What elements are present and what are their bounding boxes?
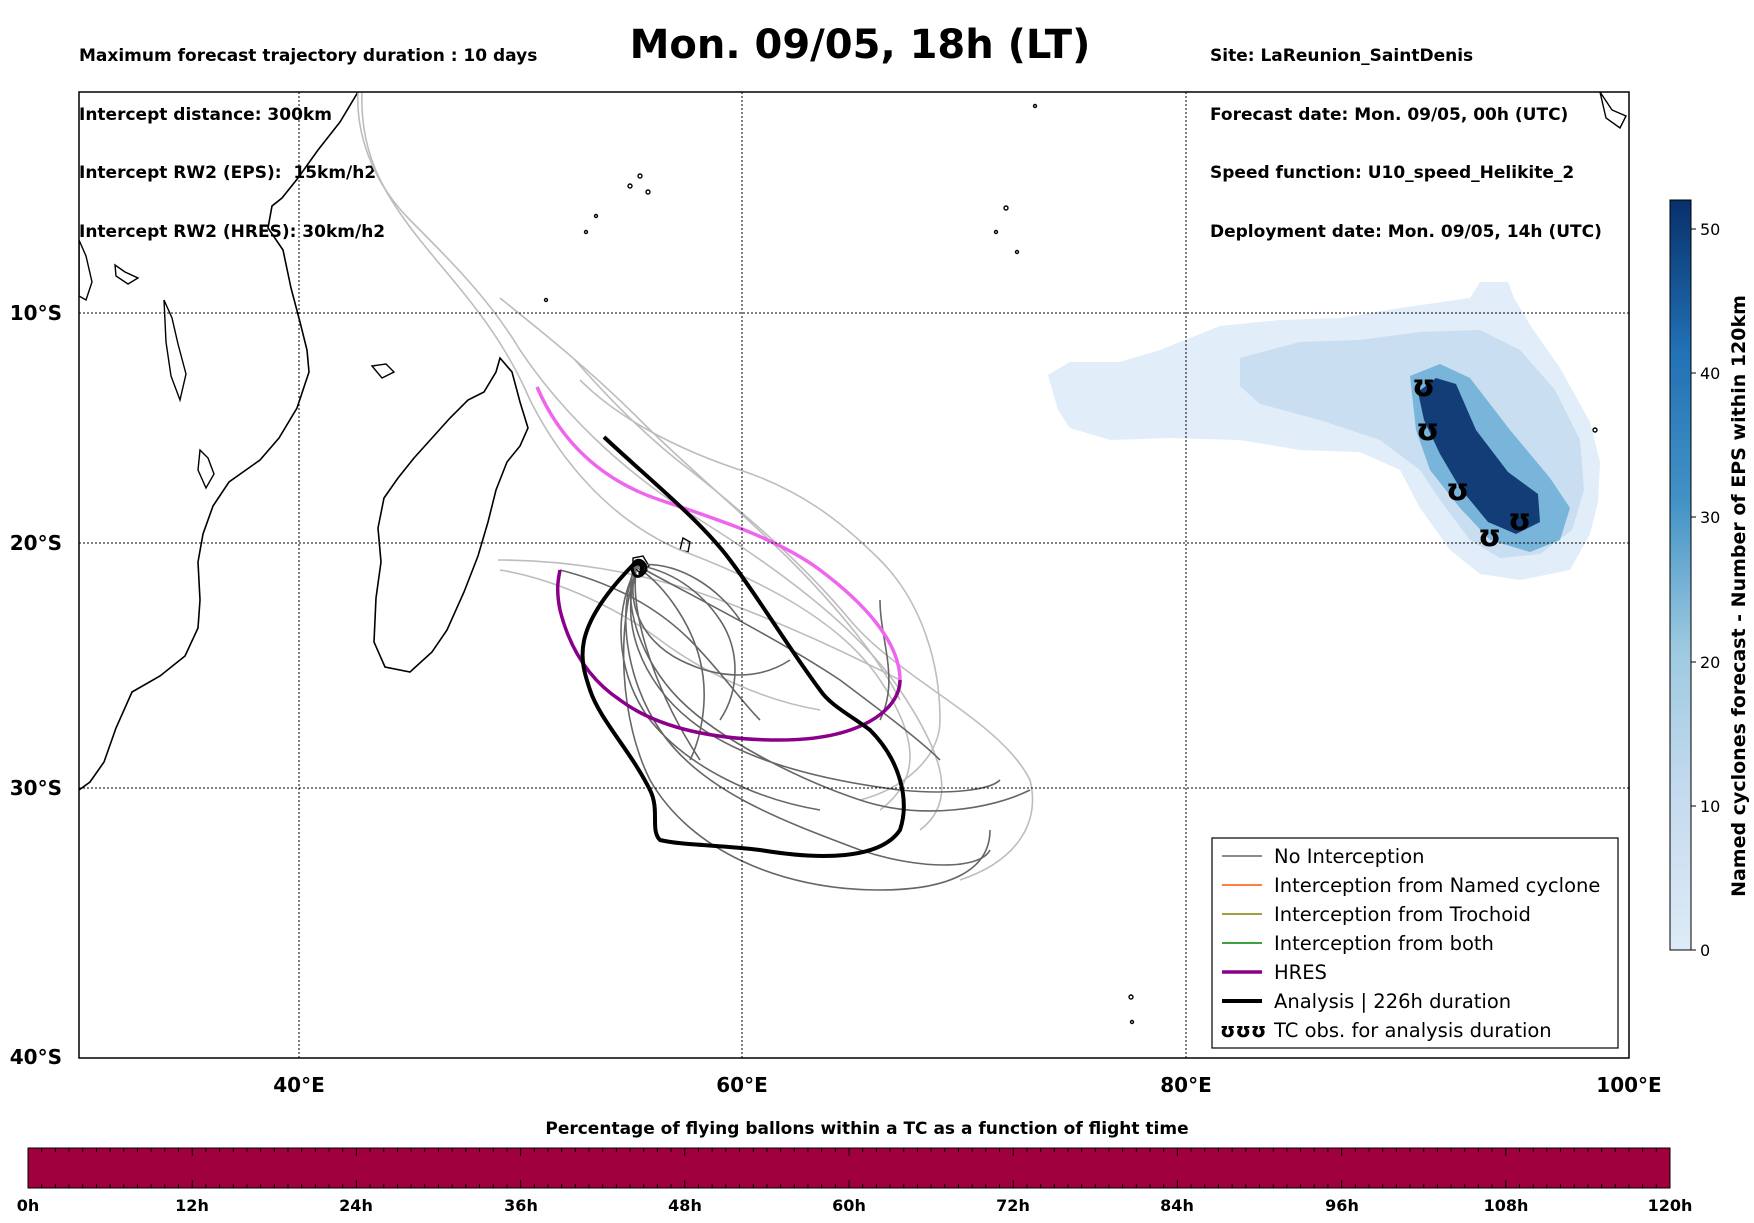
flight-time-tick-label: 108h: [1484, 1196, 1529, 1215]
tc-symbol: ʊ: [1446, 473, 1469, 508]
small-islands: [79, 92, 1627, 1025]
lat-tick-label: 40°S: [10, 1045, 62, 1069]
legend-label: TC obs. for analysis duration: [1273, 1019, 1552, 1042]
colorbar-bar: [1669, 199, 1692, 951]
tc-observation-symbols: ʊ ʊ ʊ ʊ ʊ: [1412, 369, 1531, 554]
colorbar-tick-label: 40: [1700, 364, 1720, 383]
colorbar: 0 10 20 30 40 50 Named cyclones forecast…: [1669, 199, 1750, 960]
density-core: [1418, 378, 1540, 534]
tc-symbol: ʊ: [1508, 503, 1531, 538]
legend-label: Interception from both: [1274, 932, 1494, 955]
hres-trajectory-late: [555, 569, 902, 742]
lat-tick-label: 20°S: [10, 531, 62, 555]
map-frame: [78, 91, 1630, 1059]
map-gridlines: [79, 92, 1629, 1058]
header-right-line: Deployment date: Mon. 09/05, 14h (UTC): [1210, 221, 1602, 242]
lon-tick-label: 80°E: [1160, 1073, 1212, 1097]
analysis-origin-loop: [630, 558, 648, 578]
legend-label: Interception from Named cyclone: [1274, 874, 1600, 897]
legend-tc-symbol: ʊʊʊ: [1220, 1018, 1266, 1042]
legend-label: Analysis | 226h duration: [1274, 990, 1511, 1013]
colorbar-ticks: [1691, 228, 1696, 951]
colorbar-tick-label: 50: [1700, 220, 1720, 239]
header-right-line: Forecast date: Mon. 09/05, 00h (UTC): [1210, 104, 1569, 125]
madagascar-coastline: [373, 356, 529, 673]
colorbar-tick-label: 20: [1700, 653, 1720, 672]
header-left-line: Intercept RW2 (EPS): 15km/h2: [79, 163, 377, 183]
flight-time-tick-label: 84h: [1160, 1196, 1194, 1215]
flight-time-tick-label: 24h: [339, 1196, 373, 1215]
legend-box: [1211, 837, 1619, 1049]
analysis-trajectory: [580, 435, 906, 858]
legend-label: HRES: [1274, 961, 1327, 984]
flight-time-tick-label: 96h: [1325, 1196, 1359, 1215]
main-title: Mon. 09/05, 18h (LT): [629, 22, 1091, 68]
flight-time-tick-label: 0h: [17, 1196, 40, 1215]
flight-time-bar-minor-ticks: [27, 1148, 1671, 1188]
lat-tick-label: 10°S: [10, 301, 62, 325]
header-left-info: Maximum forecast trajectory duration : 1…: [79, 8, 537, 262]
lon-tick-label: 40°E: [273, 1073, 325, 1097]
header-left-line: Intercept RW2 (HRES): 30km/h2: [79, 221, 386, 242]
hres-trajectory-early: [535, 386, 902, 681]
flight-time-tick-label: 72h: [996, 1196, 1030, 1215]
flight-time-tick-label: 120h: [1648, 1196, 1693, 1215]
header-left-line: Maximum forecast trajectory duration : 1…: [79, 46, 538, 66]
colorbar-tick-label: 30: [1700, 508, 1720, 527]
flight-time-bar-title: Percentage of flying ballons within a TC…: [545, 1119, 1188, 1139]
lat-tick-label: 30°S: [10, 776, 62, 800]
header-right-line: Speed function: U10_speed_Helikite_2: [1210, 163, 1575, 183]
legend-label: Interception from Trochoid: [1274, 903, 1531, 926]
header-right-line: Site: LaReunion_SaintDenis: [1210, 46, 1474, 66]
tc-symbol: ʊ: [1478, 519, 1501, 554]
tc-symbol: ʊ: [1412, 369, 1435, 404]
colorbar-title: Named cyclones forecast - Number of EPS …: [1728, 295, 1750, 897]
africa-coastline: [79, 92, 359, 791]
flight-time-tick-label: 36h: [504, 1196, 538, 1215]
lon-tick-label: 60°E: [716, 1073, 768, 1097]
map-area: ʊ ʊ ʊ ʊ ʊ: [79, 92, 1629, 1058]
colorbar-tick-label: 10: [1700, 797, 1720, 816]
flight-time-bar: Percentage of flying ballons within a TC…: [17, 1119, 1693, 1215]
eps-trajectories-dark: [559, 561, 1031, 891]
lon-tick-label: 100°E: [1596, 1073, 1661, 1097]
flight-time-tick-label: 12h: [175, 1196, 209, 1215]
flight-time-tick-label: 60h: [832, 1196, 866, 1215]
colorbar-tick-label: 0: [1700, 941, 1710, 960]
flight-time-tick-label: 48h: [668, 1196, 702, 1215]
legend: No Interception Interception from Named …: [1211, 837, 1619, 1049]
eps-trajectories-light: [357, 92, 1034, 881]
tc-symbol: ʊ: [1416, 413, 1439, 448]
header-left-line: Intercept distance: 300km: [79, 104, 332, 125]
header-right-info: Site: LaReunion_SaintDenis Forecast date…: [1210, 8, 1602, 262]
legend-label: No Interception: [1274, 845, 1425, 868]
